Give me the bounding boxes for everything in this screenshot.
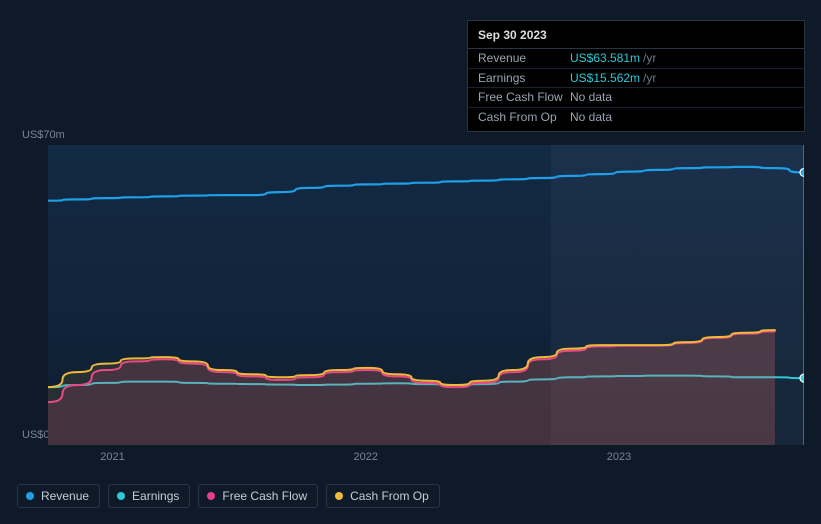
- tooltip-row-label: Revenue: [478, 50, 570, 67]
- tooltip-row-unit: /yr: [643, 70, 656, 87]
- tooltip-row-unit: /yr: [643, 50, 656, 67]
- tooltip-row-label: Earnings: [478, 70, 570, 87]
- tooltip-row-value: US$63.581m: [570, 50, 640, 67]
- tooltip-date: Sep 30 2023: [468, 25, 804, 49]
- tooltip-row-value: No data: [570, 109, 612, 126]
- tooltip-row-value: No data: [570, 89, 612, 106]
- legend-item-label: Free Cash Flow: [222, 489, 307, 503]
- legend-dot-icon: [335, 492, 343, 500]
- chart-legend: Revenue Earnings Free Cash Flow Cash From O…: [17, 484, 440, 508]
- legend-item-cfo[interactable]: Cash From Op: [326, 484, 440, 508]
- legend-item-earnings[interactable]: Earnings: [108, 484, 190, 508]
- legend-item-revenue[interactable]: Revenue: [17, 484, 100, 508]
- tooltip-row: EarningsUS$15.562m/yr: [468, 69, 804, 89]
- legend-dot-icon: [207, 492, 215, 500]
- tooltip-row-value: US$15.562m: [570, 70, 640, 87]
- tooltip-row: Free Cash FlowNo data: [468, 88, 804, 108]
- legend-dot-icon: [117, 492, 125, 500]
- chart-hover-line: [803, 145, 804, 445]
- legend-item-label: Revenue: [41, 489, 89, 503]
- tooltip-row: Cash From OpNo data: [468, 108, 804, 127]
- financials-chart: [48, 145, 804, 445]
- y-axis-min-label: US$0: [22, 429, 50, 441]
- tooltip-row: RevenueUS$63.581m/yr: [468, 49, 804, 69]
- tooltip-row-label: Free Cash Flow: [478, 89, 570, 106]
- y-axis-max-label: US$70m: [22, 129, 65, 141]
- legend-item-label: Cash From Op: [350, 489, 429, 503]
- x-axis-tick: 2021: [100, 451, 124, 463]
- x-axis-tick: 2022: [354, 451, 378, 463]
- legend-item-fcf[interactable]: Free Cash Flow: [198, 484, 318, 508]
- legend-item-label: Earnings: [132, 489, 179, 503]
- legend-dot-icon: [26, 492, 34, 500]
- chart-tooltip: Sep 30 2023 RevenueUS$63.581m/yrEarnings…: [467, 20, 805, 132]
- x-axis-tick: 2023: [607, 451, 631, 463]
- tooltip-row-label: Cash From Op: [478, 109, 570, 126]
